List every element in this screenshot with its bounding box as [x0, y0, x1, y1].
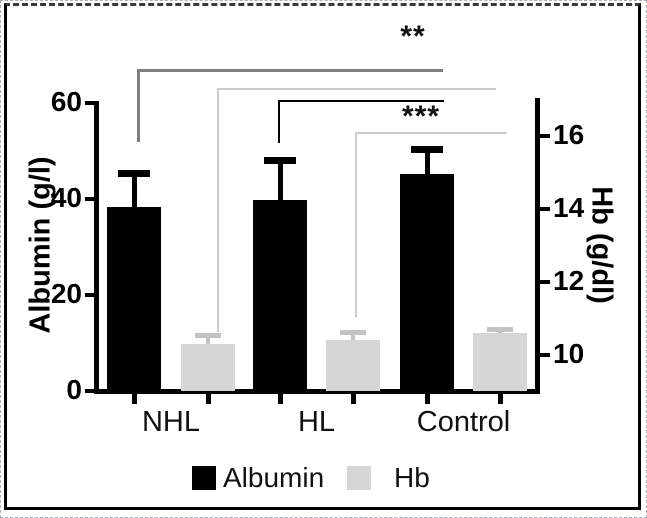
error-bar-cap-hb-2	[487, 326, 513, 332]
bar-albumin-control	[400, 173, 454, 391]
error-bar-cap-albumin-0	[118, 169, 150, 177]
albumin-legend-label: Albumin	[223, 462, 325, 493]
significance-bracket-line-0	[137, 69, 443, 72]
right-y-axis	[535, 98, 540, 394]
right-axis-tick-3	[540, 134, 550, 138]
category-label-hl: HL	[297, 406, 336, 438]
significance-bracket-line-3	[355, 132, 507, 134]
error-bar-stem-albumin-0	[132, 173, 137, 207]
error-bar-cap-hb-1	[340, 330, 366, 336]
x-axis-tick-1-1	[351, 394, 356, 404]
left-axis-tick-0	[85, 389, 94, 393]
left-axis-tick-label-2: 40	[50, 182, 82, 214]
left-axis-tick-1	[85, 293, 94, 298]
right-axis-tick-label-3: 16	[553, 119, 585, 150]
category-label-control: Control	[416, 406, 511, 438]
bar-hb-nhl	[181, 344, 235, 391]
error-bar-stem-hb-2	[498, 330, 502, 334]
left-y-axis	[94, 101, 99, 394]
error-bar-cap-hb-0	[195, 333, 221, 339]
significance-bracket-line-2	[278, 100, 444, 102]
error-bar-stem-hb-0	[206, 337, 210, 345]
significance-bracket-drop-1	[217, 88, 219, 332]
left-axis-tick-label-1: 20	[50, 278, 82, 310]
x-axis-tick-0-2	[425, 394, 430, 404]
hb-legend-label: Hb	[394, 462, 430, 493]
albumin-legend-swatch	[192, 466, 216, 490]
left-axis-tick-label-3: 60	[50, 86, 82, 118]
right-axis-title: Hb (g/dl)	[585, 186, 618, 304]
x-axis-tick-1-0	[206, 394, 211, 404]
x-axis	[94, 389, 540, 394]
significance-bracket-drop-2	[278, 100, 280, 143]
significance-bracket-line-1	[217, 88, 496, 90]
category-label-nhl: NHL	[141, 406, 200, 438]
right-axis-tick-label-1: 12	[553, 265, 585, 296]
left-axis-tick-label-0: 0	[66, 374, 82, 405]
right-axis-tick-2	[540, 207, 550, 211]
right-axis-tick-label-2: 14	[553, 192, 585, 223]
bar-hb-control	[473, 333, 527, 391]
x-axis-tick-1-2	[498, 394, 503, 404]
left-axis-tick-3	[85, 101, 94, 106]
bar-hb-hl	[326, 340, 380, 391]
significance-stars-3: ***	[401, 100, 441, 133]
hb-legend-swatch	[347, 466, 371, 490]
error-bar-stem-hb-1	[351, 334, 355, 341]
right-axis-tick-1	[540, 280, 550, 284]
x-axis-tick-0-1	[278, 394, 283, 404]
error-bar-stem-albumin-1	[278, 160, 283, 201]
left-axis-tick-2	[85, 197, 94, 202]
right-axis-tick-label-0: 10	[553, 338, 585, 369]
left-axis-title: Albumin (g/l)	[24, 156, 57, 334]
error-bar-cap-albumin-1	[264, 156, 296, 164]
significance-stars-0: **	[400, 20, 426, 53]
bar-albumin-nhl	[107, 206, 161, 391]
error-bar-cap-albumin-2	[411, 146, 443, 154]
error-bar-stem-albumin-2	[425, 150, 430, 174]
bar-albumin-hl	[253, 200, 307, 391]
significance-bracket-drop-3	[355, 132, 357, 317]
x-axis-tick-0-0	[132, 394, 137, 404]
right-axis-tick-0	[540, 353, 550, 357]
significance-bracket-drop-0	[137, 69, 140, 142]
